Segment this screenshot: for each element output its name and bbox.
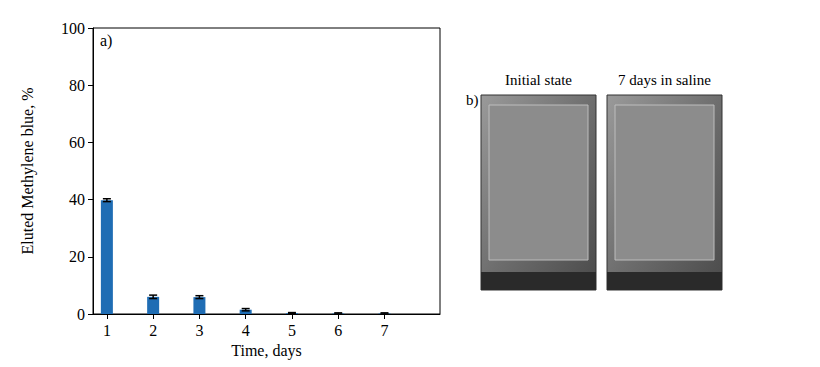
svg-text:1: 1 xyxy=(103,322,111,339)
svg-text:b): b) xyxy=(466,92,479,109)
svg-text:7: 7 xyxy=(380,322,388,339)
svg-text:Time, days: Time, days xyxy=(231,342,302,360)
svg-text:3: 3 xyxy=(195,322,203,339)
svg-text:Eluted Methylene blue, %: Eluted Methylene blue, % xyxy=(19,87,37,254)
svg-text:0: 0 xyxy=(77,306,85,323)
svg-text:4: 4 xyxy=(242,322,250,339)
svg-text:100: 100 xyxy=(61,20,85,37)
svg-text:a): a) xyxy=(100,32,112,50)
svg-text:Initial state: Initial state xyxy=(505,72,572,88)
svg-text:20: 20 xyxy=(69,248,85,265)
svg-text:5: 5 xyxy=(288,322,296,339)
svg-text:80: 80 xyxy=(69,77,85,94)
svg-text:60: 60 xyxy=(69,134,85,151)
svg-text:6: 6 xyxy=(334,322,342,339)
svg-text:2: 2 xyxy=(149,322,157,339)
svg-text:7 days in saline: 7 days in saline xyxy=(618,72,711,88)
svg-text:40: 40 xyxy=(69,191,85,208)
